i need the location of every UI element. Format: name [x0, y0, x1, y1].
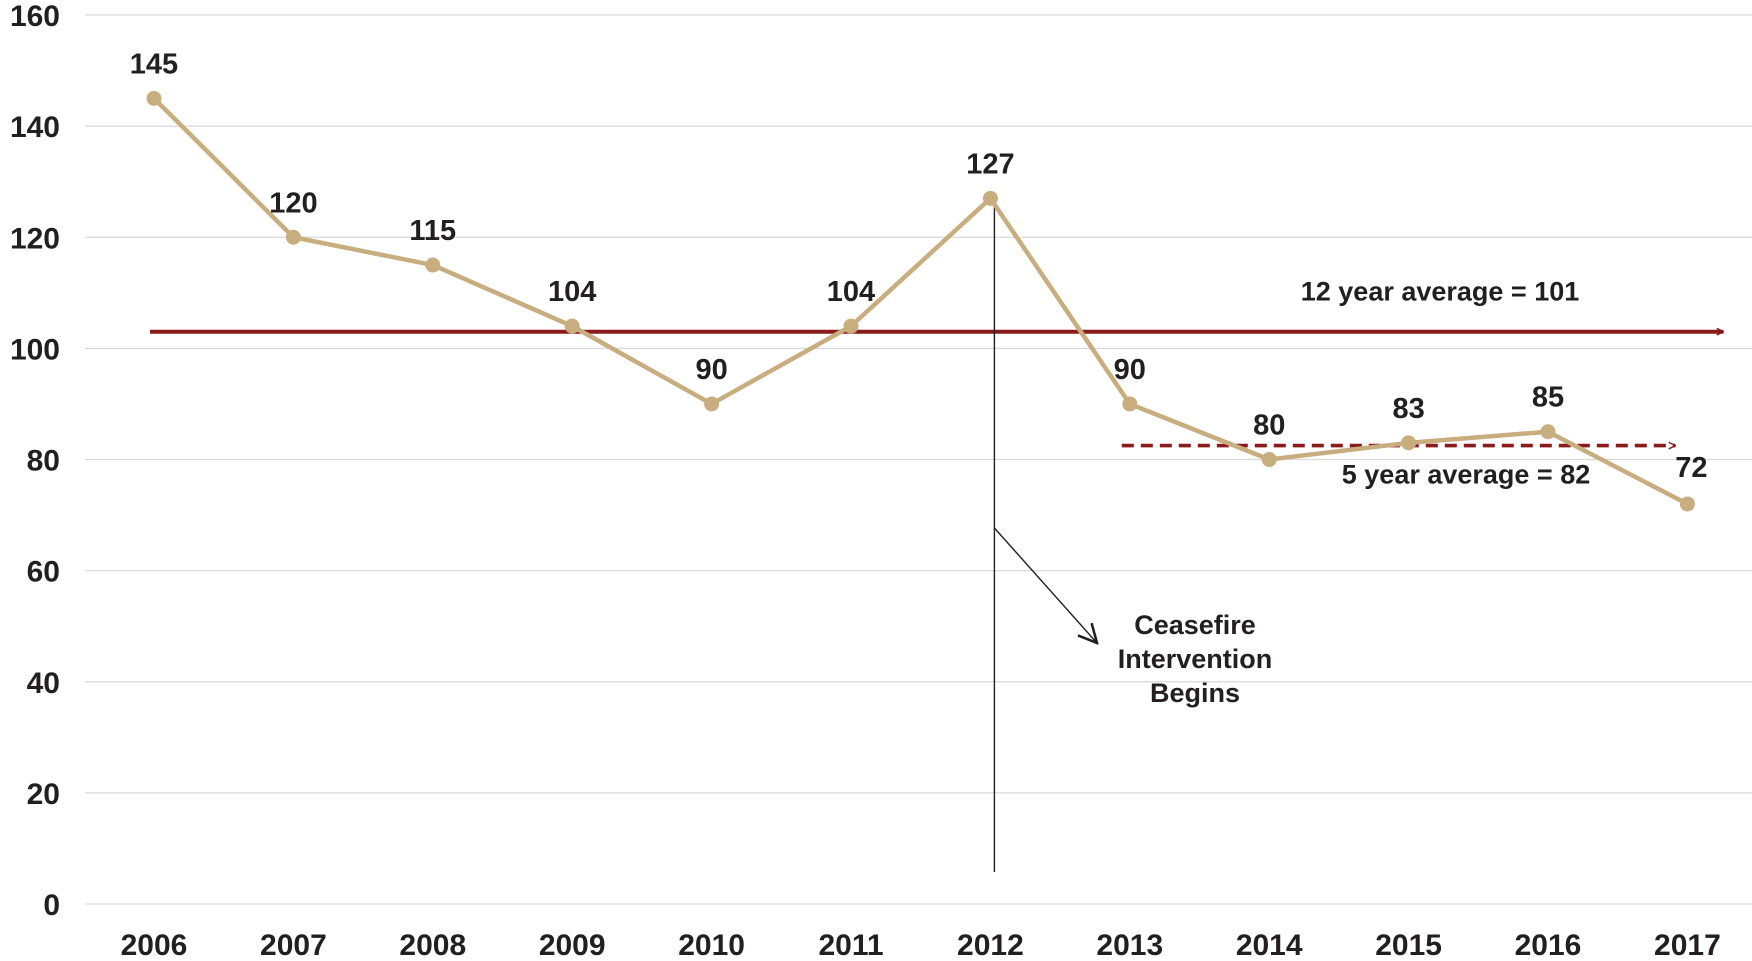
y-tick-label: 160 — [10, 0, 60, 33]
x-tick-label: 2013 — [1096, 929, 1163, 961]
x-tick-label: 2006 — [121, 929, 188, 961]
data-label: 115 — [409, 215, 456, 247]
series-line — [146, 90, 1695, 512]
data-label: 120 — [269, 187, 317, 219]
data-point — [564, 318, 580, 334]
intervention-label-line: Ceasefire — [1134, 610, 1256, 640]
series-line-path — [152, 96, 1689, 506]
x-axis-ticks: 2006 2007 2008 2009 2010 2011 2012 2013 2014 2015… — [121, 929, 1721, 961]
x-tick-label: 2017 — [1654, 929, 1721, 961]
data-point — [1401, 435, 1417, 451]
intervention-label: Ceasefire Intervention Begins — [1118, 610, 1273, 708]
data-point — [843, 318, 859, 334]
y-tick-label: 80 — [27, 445, 60, 478]
five-year-average-label: 5 year average = 82 — [1342, 460, 1590, 490]
data-label: 72 — [1675, 452, 1707, 484]
y-tick-label: 120 — [10, 222, 60, 255]
y-tick-label: 100 — [10, 333, 60, 366]
twelve-year-average-label: 12 year average = 101 — [1301, 277, 1580, 307]
x-tick-label: 2016 — [1515, 929, 1582, 961]
data-label: 104 — [548, 276, 596, 308]
data-label: 104 — [827, 276, 875, 308]
data-label: 127 — [966, 148, 1014, 180]
x-tick-label: 2012 — [957, 929, 1024, 961]
intervention-label-line: Begins — [1150, 678, 1240, 708]
reference-lines: 12 year average = 101 5 year average = 82 — [150, 277, 1723, 490]
data-labels: 145 120 115 104 90 104 127 90 80 83 85 72 — [130, 48, 1708, 484]
x-tick-label: 2009 — [539, 929, 606, 961]
data-point — [1261, 452, 1277, 467]
x-tick-label: 2015 — [1375, 929, 1442, 961]
data-label: 83 — [1392, 393, 1424, 425]
data-label: 80 — [1253, 410, 1285, 442]
data-point — [1122, 396, 1138, 412]
intervention-pointer-arrow — [993, 527, 1097, 643]
intervention-label-line: Intervention — [1118, 644, 1273, 674]
data-point — [146, 90, 162, 106]
y-tick-label: 60 — [27, 556, 60, 589]
x-tick-label: 2014 — [1236, 929, 1303, 961]
y-tick-label: 20 — [27, 778, 60, 811]
data-label: 145 — [130, 48, 178, 80]
data-point — [425, 257, 441, 273]
annotation: Ceasefire Intervention Begins — [993, 198, 1273, 872]
x-tick-label: 2010 — [678, 929, 745, 961]
data-point — [285, 229, 301, 245]
y-axis-ticks: 0 20 40 60 80 100 120 140 160 — [10, 0, 60, 922]
x-tick-label: 2008 — [399, 929, 466, 961]
x-tick-label: 2011 — [818, 929, 883, 961]
data-label: 90 — [1114, 354, 1146, 386]
data-label: 85 — [1532, 382, 1564, 414]
y-tick-label: 140 — [10, 111, 60, 144]
y-tick-label: 0 — [43, 889, 60, 922]
data-point — [1679, 496, 1695, 512]
gridlines — [85, 14, 1752, 905]
x-tick-label: 2007 — [260, 929, 327, 961]
data-label: 90 — [695, 354, 727, 386]
y-tick-label: 40 — [27, 667, 60, 700]
data-point — [982, 190, 998, 206]
data-point — [704, 396, 720, 412]
data-point — [1540, 424, 1556, 440]
